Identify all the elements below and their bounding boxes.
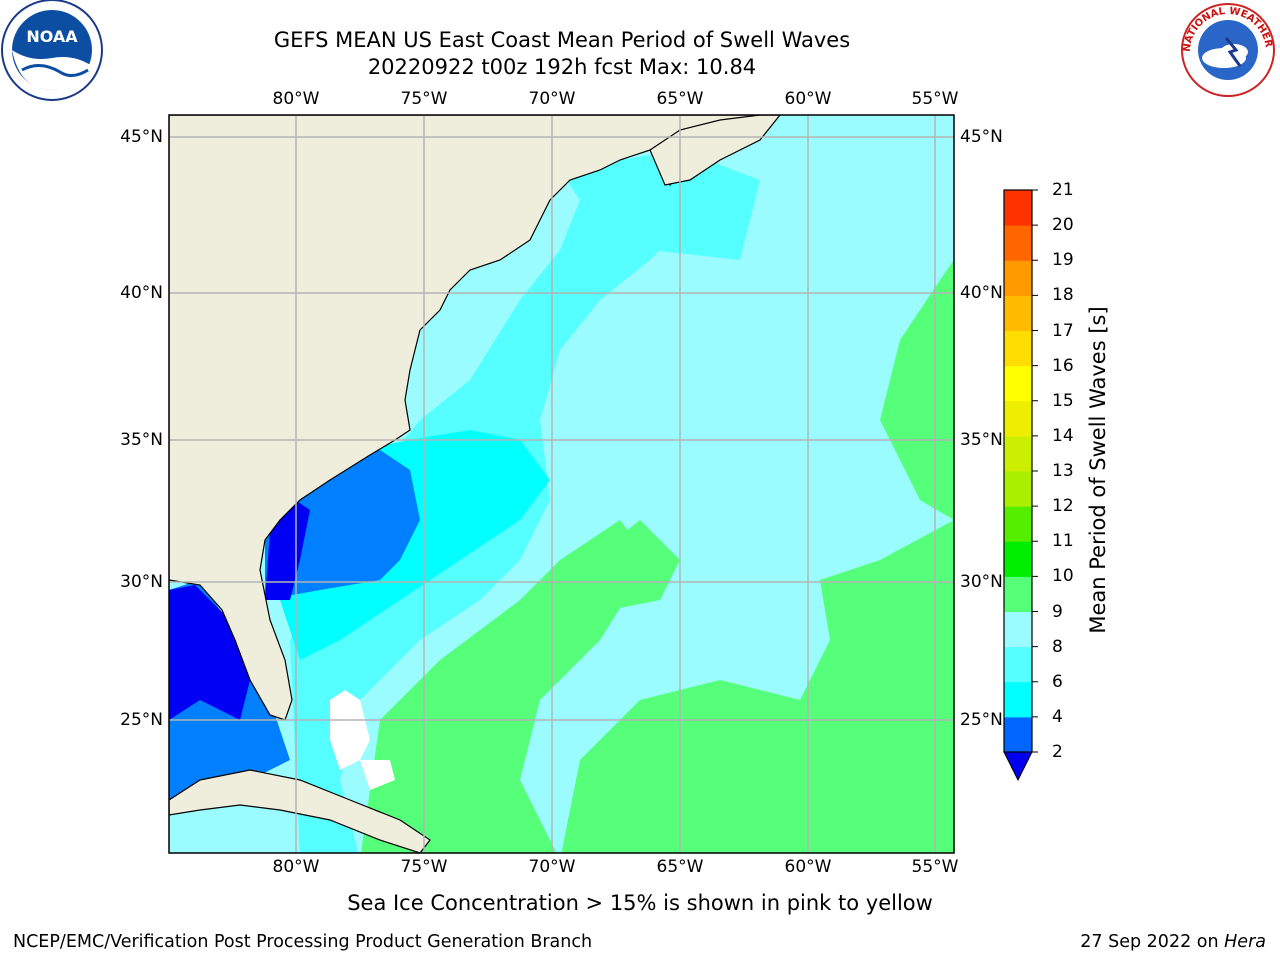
lat-label-right: 45°N <box>960 127 1003 147</box>
footer-machine: Hera <box>1224 932 1266 952</box>
colorbar-segment <box>1004 260 1032 296</box>
noaa-logo: NOAA <box>1 0 103 101</box>
colorbar-under-extension <box>1003 751 1033 782</box>
lon-label-bottom: 55°W <box>911 857 959 877</box>
colorbar-tick-label: 13 <box>1052 461 1074 481</box>
lon-label-top: 70°W <box>528 89 576 109</box>
ocean-field-deep <box>169 585 250 720</box>
sea-ice-note: Sea Ice Concentration > 15% is shown in … <box>0 891 1280 915</box>
colorbar-tick-label: 16 <box>1052 355 1074 376</box>
lat-label-right: 30°N <box>960 572 1003 592</box>
lon-label-top: 75°W <box>400 89 448 109</box>
colorbar-segment <box>1004 225 1032 261</box>
lon-label-top: 80°W <box>272 89 320 109</box>
colorbar-segment <box>1004 681 1032 718</box>
colorbar-segment <box>1004 716 1032 753</box>
ocean-field-green <box>361 520 650 853</box>
colorbar-tick-label: 8 <box>1052 636 1063 657</box>
footer-credit: NCEP/EMC/Verification Post Processing Pr… <box>13 932 593 952</box>
lon-label-bottom: 80°W <box>272 857 320 877</box>
ocean-field-cyan <box>560 150 760 260</box>
graticule <box>169 115 954 853</box>
colorbar-segment <box>1004 190 1032 226</box>
colorbar-title: Mean Period of Swell Waves [s] <box>1086 306 1110 634</box>
colorbar <box>1003 189 1038 782</box>
footer-date: 27 Sep 2022 on Hera <box>1080 932 1266 952</box>
nws-logo: NATIONAL WEATHER SERVICE <box>1176 0 1275 97</box>
colorbar-tick-label: 10 <box>1052 566 1074 587</box>
colorbar-segment <box>1004 295 1032 331</box>
noaa-logo-text: NOAA <box>26 27 78 46</box>
colorbar-tick-label: 4 <box>1052 706 1063 727</box>
colorbar-tick-label: 17 <box>1052 320 1074 341</box>
land-bahamas <box>330 690 370 770</box>
colorbar-segment <box>1004 506 1032 542</box>
colorbar-tick-label: 2 <box>1052 742 1063 762</box>
colorbar-segment <box>1004 611 1032 648</box>
colorbar-segment <box>1004 646 1032 683</box>
lat-label-left: 35°N <box>120 430 163 450</box>
lat-label-left: 30°N <box>120 572 163 592</box>
colorbar-segment <box>1004 365 1032 402</box>
colorbar-tick-label: 20 <box>1052 215 1074 236</box>
colorbar-tick-label: 21 <box>1052 180 1074 200</box>
lat-label-right: 25°N <box>960 710 1003 730</box>
lon-label-top: 55°W <box>911 89 959 109</box>
ocean-field-green <box>561 520 954 853</box>
chart-subtitle: 20220922 t00z 192h fcst Max: 10.84 <box>367 55 757 79</box>
map-frame <box>168 114 955 854</box>
colorbar-tick-label: 18 <box>1052 285 1074 306</box>
colorbar-segment <box>1004 330 1032 367</box>
sea-ice-note-text: Sea Ice Concentration > 15% is shown in … <box>347 891 933 915</box>
lat-label-left: 40°N <box>120 283 163 303</box>
land-us <box>169 115 761 721</box>
land-nova-scotia <box>649 115 781 186</box>
colorbar-tick-label: 9 <box>1052 601 1063 622</box>
lon-label-bottom: 75°W <box>400 857 448 877</box>
colorbar-tick-label: 11 <box>1052 531 1074 552</box>
lat-label-right: 40°N <box>960 283 1003 303</box>
colorbar-tick-label: 14 <box>1052 425 1074 446</box>
lon-label-top: 60°W <box>784 89 832 109</box>
colorbar-tick-label: 12 <box>1052 496 1074 517</box>
colorbar-segment <box>1004 576 1032 612</box>
colorbar-tick-label: 15 <box>1052 390 1074 411</box>
lon-label-bottom: 60°W <box>784 857 832 877</box>
colorbar-segment <box>1004 471 1032 507</box>
colorbar-tick-label: 6 <box>1052 671 1063 692</box>
lat-label-left: 45°N <box>120 127 163 147</box>
colorbar-segment <box>1004 541 1032 577</box>
chart-title: GEFS MEAN US East Coast Mean Period of S… <box>273 28 851 52</box>
colorbar-tick-label: 19 <box>1052 250 1074 271</box>
land-cuba <box>169 769 431 853</box>
colorbar-segment <box>1004 400 1032 437</box>
land-bahamas <box>360 760 395 790</box>
footer-date-text: 27 Sep 2022 on <box>1080 932 1225 952</box>
lon-label-top: 65°W <box>656 89 704 109</box>
colorbar-segment <box>1004 435 1032 472</box>
lon-label-bottom: 70°W <box>528 857 576 877</box>
lat-label-left: 25°N <box>120 710 163 730</box>
lon-label-bottom: 65°W <box>656 857 704 877</box>
lat-label-right: 35°N <box>960 430 1003 450</box>
ocean-field-green <box>590 520 680 610</box>
